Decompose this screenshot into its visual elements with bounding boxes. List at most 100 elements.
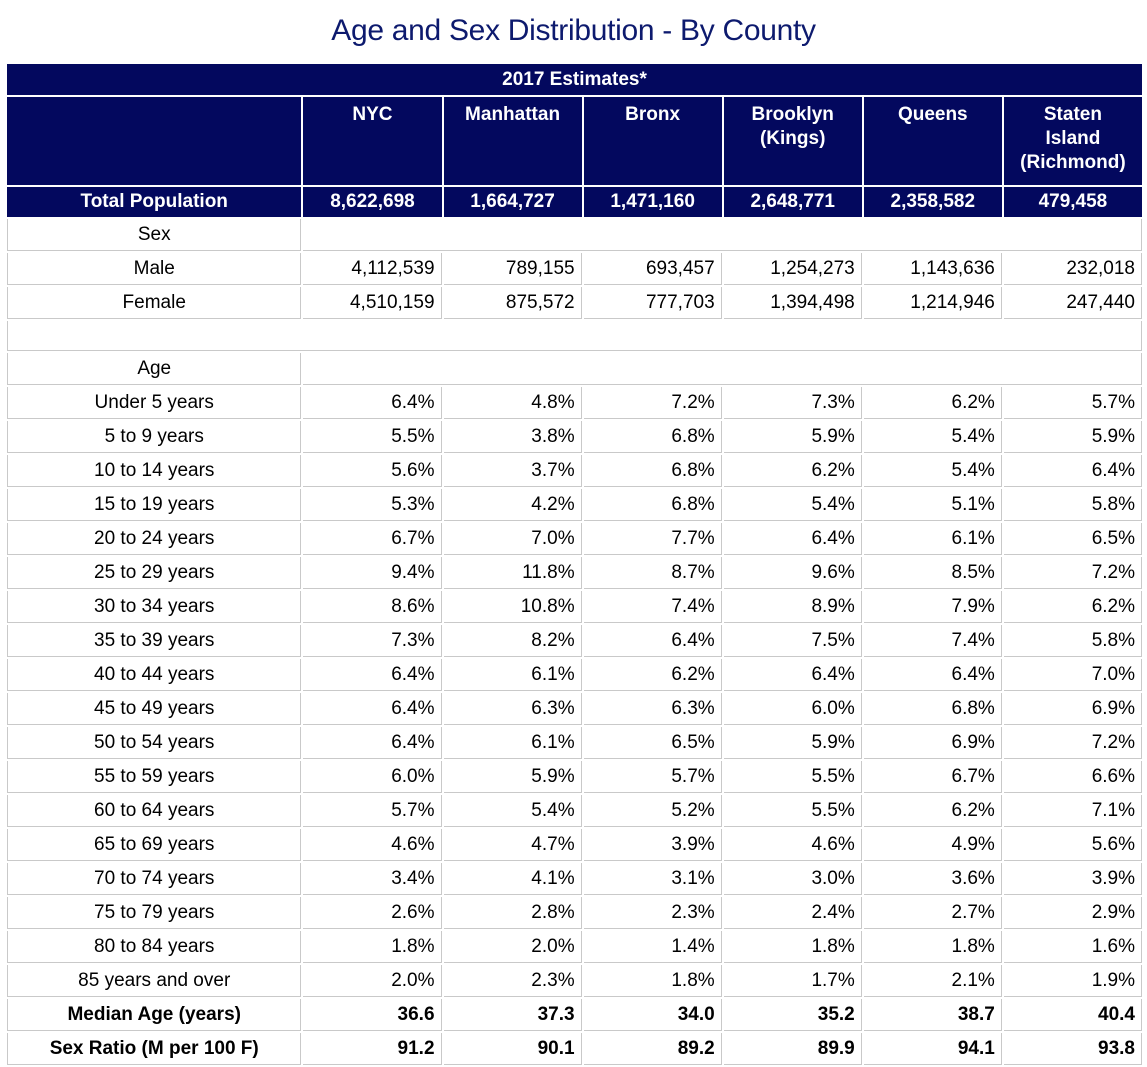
cell-value: 6.1%: [863, 523, 1002, 555]
row-label: 40 to 44 years: [7, 659, 302, 691]
age-row: 85 years and over 2.0% 2.3% 1.8% 1.7% 2.1% 1.9…: [7, 965, 1142, 997]
cell-value: 3.9%: [583, 829, 722, 861]
row-label: 35 to 39 years: [7, 625, 302, 657]
cell-value: 5.4%: [723, 489, 862, 521]
row-label: 85 years and over: [7, 965, 302, 997]
age-row: 25 to 29 years 9.4% 11.8% 8.7% 9.6% 8.5% 7.2%: [7, 557, 1142, 589]
cell-value: 7.5%: [723, 625, 862, 657]
total-population-label: Total Population: [7, 187, 302, 217]
cell-value: 789,155: [443, 253, 582, 285]
cell-value: 4.2%: [443, 489, 582, 521]
cell-value: 1.6%: [1003, 931, 1142, 963]
cell-value: 693,457: [583, 253, 722, 285]
cell-value: 6.4%: [1003, 455, 1142, 487]
cell-value: 5.5%: [303, 421, 442, 453]
cell-value: 9.4%: [303, 557, 442, 589]
cell-value: 6.7%: [863, 761, 1002, 793]
cell-value: 35.2: [723, 999, 862, 1031]
sex-row: Male 4,112,539 789,155 693,457 1,254,273 1,14…: [7, 253, 1142, 285]
column-header: NYC: [303, 97, 442, 185]
cell-value: 5.6%: [1003, 829, 1142, 861]
spacer-cell: [7, 321, 1142, 351]
cell-value: 6.4%: [583, 625, 722, 657]
cell-value: 1.9%: [1003, 965, 1142, 997]
cell-value: 5.8%: [1003, 625, 1142, 657]
cell-value: 36.6: [303, 999, 442, 1031]
cell-value: 93.8: [1003, 1033, 1142, 1065]
cell-value: 37.3: [443, 999, 582, 1031]
cell-value: 5.2%: [583, 795, 722, 827]
cell-value: 7.9%: [863, 591, 1002, 623]
row-label: 60 to 64 years: [7, 795, 302, 827]
cell-value: 34.0: [583, 999, 722, 1031]
cell-value: 10.8%: [443, 591, 582, 623]
row-label: 15 to 19 years: [7, 489, 302, 521]
cell-value: 6.4%: [303, 727, 442, 759]
age-row: 5 to 9 years 5.5% 3.8% 6.8% 5.9% 5.4% 5.9%: [7, 421, 1142, 453]
sex-row: Female 4,510,159 875,572 777,703 1,394,498 1,…: [7, 287, 1142, 319]
row-label: Male: [7, 253, 302, 285]
cell-value: 1.7%: [723, 965, 862, 997]
cell-value: 8.9%: [723, 591, 862, 623]
summary-row: Sex Ratio (M per 100 F) 91.2 90.1 89.2 89.9 9…: [7, 1033, 1142, 1065]
cell-value: 8.7%: [583, 557, 722, 589]
age-row: 50 to 54 years 6.4% 6.1% 6.5% 5.9% 6.9% 7.2%: [7, 727, 1142, 759]
cell-value: 2.9%: [1003, 897, 1142, 929]
row-label: 55 to 59 years: [7, 761, 302, 793]
cell-value: 6.4%: [723, 523, 862, 555]
cell-value: 38.7: [863, 999, 1002, 1031]
cell-value: 6.7%: [303, 523, 442, 555]
cell-value: 7.3%: [723, 387, 862, 419]
age-row: 55 to 59 years 6.0% 5.9% 5.7% 5.5% 6.7% 6.6%: [7, 761, 1142, 793]
cell-value: 1.4%: [583, 931, 722, 963]
row-label: 65 to 69 years: [7, 829, 302, 861]
cell-value: 6.8%: [863, 693, 1002, 725]
column-header: Manhattan: [443, 97, 582, 185]
cell-value: 1,214,946: [863, 287, 1002, 319]
row-label: Female: [7, 287, 302, 319]
cell-value: 2.8%: [443, 897, 582, 929]
cell-value: 7.4%: [863, 625, 1002, 657]
cell-value: 8.2%: [443, 625, 582, 657]
cell-value: 6.3%: [583, 693, 722, 725]
cell-value: 7.2%: [583, 387, 722, 419]
page-title: Age and Sex Distribution - By County: [331, 14, 816, 47]
column-header: Bronx: [583, 97, 722, 185]
cell-value: 6.8%: [583, 421, 722, 453]
cell-value: 5.3%: [303, 489, 442, 521]
cell-value: 2.1%: [863, 965, 1002, 997]
banner-row: 2017 Estimates*: [7, 64, 1142, 95]
age-row: 30 to 34 years 8.6% 10.8% 7.4% 8.9% 7.9% 6.2%: [7, 591, 1142, 623]
row-label: 50 to 54 years: [7, 727, 302, 759]
total-population-value: 2,648,771: [723, 187, 862, 217]
estimates-banner: 2017 Estimates*: [7, 64, 1142, 95]
cell-value: 7.0%: [1003, 659, 1142, 691]
cell-value: 4.1%: [443, 863, 582, 895]
cell-value: 6.1%: [443, 727, 582, 759]
cell-value: 4.9%: [863, 829, 1002, 861]
cell-value: 5.6%: [303, 455, 442, 487]
cell-value: 6.2%: [863, 795, 1002, 827]
cell-value: 5.8%: [1003, 489, 1142, 521]
cell-value: 3.9%: [1003, 863, 1142, 895]
age-row: 65 to 69 years 4.6% 4.7% 3.9% 4.6% 4.9% 5.6%: [7, 829, 1142, 861]
age-row: 35 to 39 years 7.3% 8.2% 6.4% 7.5% 7.4% 5.8%: [7, 625, 1142, 657]
empty-cell: [303, 353, 1142, 385]
cell-value: 6.1%: [443, 659, 582, 691]
cell-value: 3.6%: [863, 863, 1002, 895]
cell-value: 1,254,273: [723, 253, 862, 285]
cell-value: 3.7%: [443, 455, 582, 487]
cell-value: 2.3%: [583, 897, 722, 929]
cell-value: 5.9%: [1003, 421, 1142, 453]
cell-value: 3.1%: [583, 863, 722, 895]
age-row: 80 to 84 years 1.8% 2.0% 1.4% 1.8% 1.8% 1.6%: [7, 931, 1142, 963]
summary-row: Median Age (years) 36.6 37.3 34.0 35.2 38.7 40…: [7, 999, 1142, 1031]
cell-value: 6.5%: [583, 727, 722, 759]
cell-value: 90.1: [443, 1033, 582, 1065]
row-label: 75 to 79 years: [7, 897, 302, 929]
cell-value: 7.0%: [443, 523, 582, 555]
age-row: 15 to 19 years 5.3% 4.2% 6.8% 5.4% 5.1% 5.8%: [7, 489, 1142, 521]
cell-value: 11.8%: [443, 557, 582, 589]
cell-value: 6.2%: [863, 387, 1002, 419]
cell-value: 4,510,159: [303, 287, 442, 319]
